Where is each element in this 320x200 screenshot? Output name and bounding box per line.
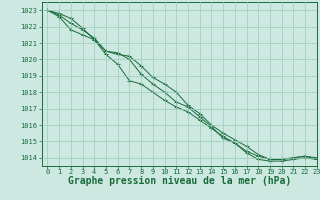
X-axis label: Graphe pression niveau de la mer (hPa): Graphe pression niveau de la mer (hPa) xyxy=(68,176,291,186)
